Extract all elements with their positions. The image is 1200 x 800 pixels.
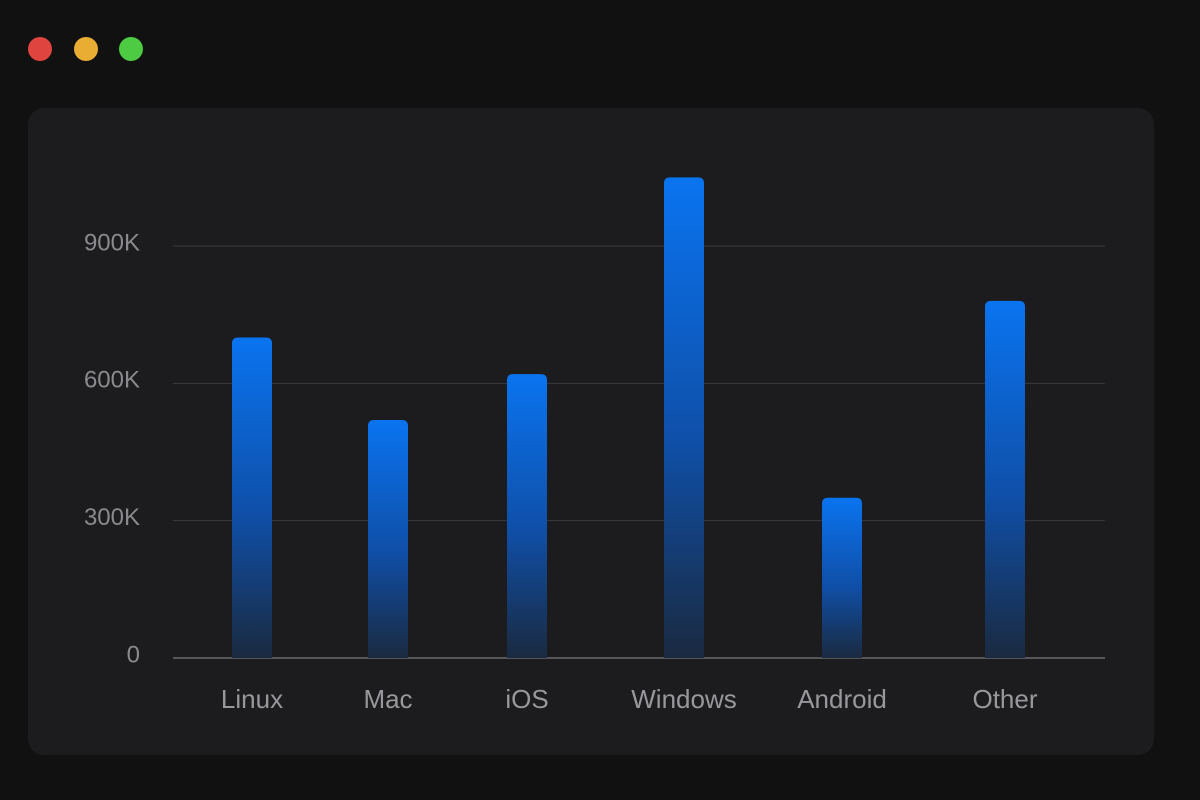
y-tick-label: 600K <box>84 367 140 394</box>
maximize-button[interactable] <box>119 37 143 61</box>
chart: 0 300K 600K 900K Linux Mac iOS Windows Android Ot… <box>84 177 1105 714</box>
x-tick-label: iOS <box>505 684 548 714</box>
y-tick-label: 300K <box>84 504 140 531</box>
x-tick-label: Other <box>972 684 1037 714</box>
x-tick-label: Linux <box>221 684 283 714</box>
bar <box>985 300 1025 658</box>
y-tick-label: 0 <box>127 641 140 668</box>
bar <box>232 337 272 658</box>
chart-panel <box>28 108 1154 755</box>
bar <box>507 374 547 658</box>
y-tick-label: 900K <box>84 229 140 256</box>
close-button[interactable] <box>28 37 52 61</box>
x-tick-label: Android <box>797 684 887 714</box>
x-tick-label: Mac <box>363 684 412 714</box>
bar <box>368 419 408 658</box>
x-tick-label: Windows <box>631 684 736 714</box>
bar <box>664 177 704 659</box>
minimize-button[interactable] <box>74 37 98 61</box>
bar <box>822 497 862 658</box>
